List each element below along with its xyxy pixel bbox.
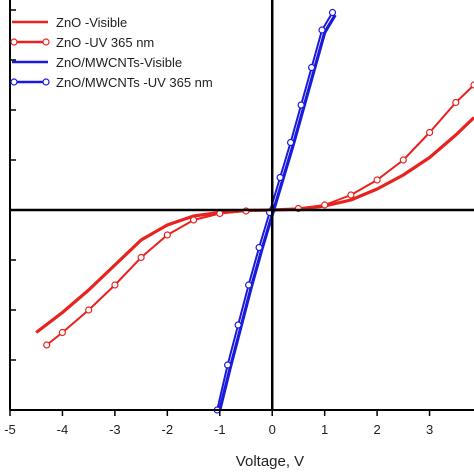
- data-point: [190, 216, 198, 224]
- data-point: [163, 231, 171, 239]
- data-point: [318, 26, 326, 34]
- series-1: [35, 116, 474, 334]
- data-point: [85, 306, 93, 314]
- data-point: [321, 201, 329, 209]
- series-line: [218, 14, 337, 411]
- data-point: [297, 101, 305, 109]
- data-point: [470, 81, 474, 89]
- data-point: [308, 63, 316, 72]
- data-point: [452, 98, 460, 107]
- data-point: [111, 281, 119, 289]
- data-point: [255, 243, 263, 252]
- legend-item: ZnO/MWCNTs-Visible: [12, 55, 182, 70]
- legend-marker: [10, 78, 18, 86]
- x-tick-label: 3: [426, 422, 433, 437]
- data-point: [245, 281, 253, 289]
- x-axis-label: Voltage, V: [236, 453, 304, 470]
- legend-label: ZnO/MWCNTs-Visible: [56, 55, 182, 70]
- data-point: [347, 191, 355, 199]
- legend-item: ZnO/MWCNTs -UV 365 nm: [10, 75, 213, 90]
- series-line: [35, 116, 474, 334]
- series-3: [218, 14, 337, 411]
- legend-item: ZnO -UV 365 nm: [10, 35, 154, 50]
- x-tick-label: -4: [57, 422, 69, 437]
- legend-label: ZnO/MWCNTs -UV 365 nm: [56, 75, 213, 90]
- axes-layer: -5 -4 -3 -2 -1 0 1 2 3: [4, 0, 474, 437]
- legend-item: ZnO -Visible: [12, 15, 127, 30]
- series-2: [43, 81, 474, 349]
- legend-marker: [10, 38, 18, 46]
- data-point: [287, 138, 295, 147]
- data-point: [426, 128, 434, 137]
- data-point: [328, 8, 337, 17]
- data-point: [216, 209, 224, 218]
- x-tick-label: 2: [373, 422, 380, 437]
- data-point: [137, 253, 145, 262]
- data-point: [234, 321, 242, 329]
- x-tick-label: -1: [214, 422, 226, 437]
- data-point: [58, 328, 67, 337]
- legend-label: ZnO -Visible: [56, 15, 127, 30]
- data-point: [399, 156, 407, 164]
- legend: ZnO -Visible ZnO -UV 365 nm ZnO/MWCNTs-Vis…: [10, 15, 213, 90]
- x-tick-label: 0: [269, 422, 276, 437]
- series-line: [46, 84, 474, 346]
- legend-label: ZnO -UV 365 nm: [56, 35, 154, 50]
- x-tick-label: -3: [109, 422, 121, 437]
- x-tick-label: -5: [4, 422, 16, 437]
- x-tick-label: 1: [321, 422, 328, 437]
- legend-marker: [42, 38, 50, 46]
- data-point: [276, 173, 284, 182]
- x-tick-label: -2: [162, 422, 174, 437]
- series-line: [216, 11, 334, 411]
- data-point: [43, 341, 51, 349]
- legend-marker: [42, 78, 50, 86]
- data-point: [224, 361, 232, 369]
- data-point: [373, 176, 381, 184]
